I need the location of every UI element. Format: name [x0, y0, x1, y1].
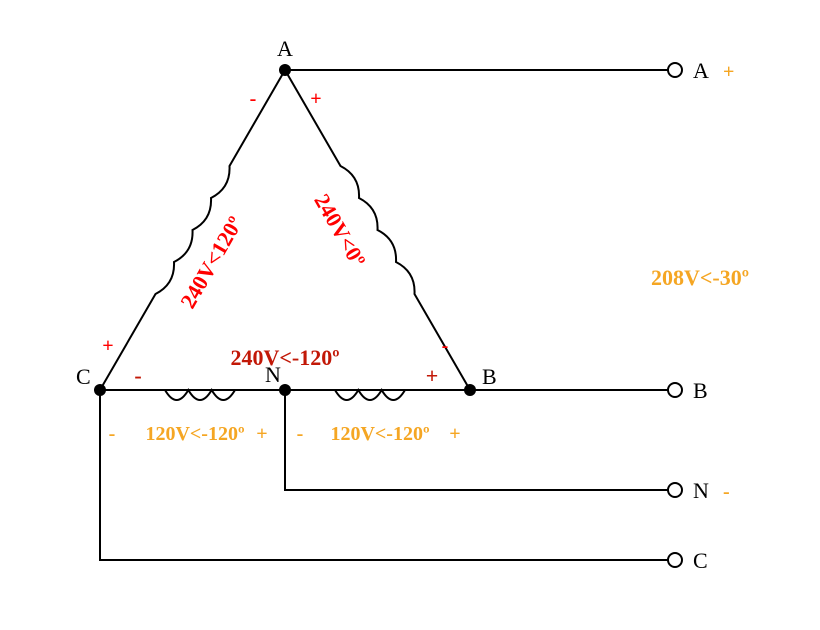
node-b-dot [464, 384, 476, 396]
winding-bc-coil [335, 390, 405, 400]
label-ab-voltage: 240V<0º [309, 190, 371, 272]
node-a-dot [279, 64, 291, 76]
node-c-dot [94, 384, 106, 396]
polarity-C_plus: + [102, 335, 113, 357]
nb-plus: + [449, 423, 460, 445]
label-nb-voltage: 120V<-120º [330, 423, 430, 445]
cn-minus: - [109, 423, 116, 445]
terminal-a-label: A [693, 58, 709, 83]
label-output-voltage: 208V<-30º [651, 265, 749, 290]
terminal-c-label: C [693, 548, 708, 573]
wire-c-out [100, 390, 675, 560]
node-c-label: C [76, 364, 91, 389]
terminal-a-polarity: + [723, 61, 734, 83]
node-b-label: B [482, 364, 497, 389]
winding-bc-coil [165, 390, 235, 400]
terminal-b-ring [668, 383, 682, 397]
nb-minus: - [297, 423, 304, 445]
terminal-n-polarity: - [723, 481, 730, 503]
polarity-B_minus: - [442, 335, 449, 357]
label-ca-voltage: 240V<120º [175, 212, 248, 313]
cn-plus: + [256, 423, 267, 445]
terminal-n-ring [668, 483, 682, 497]
terminal-b-label: B [693, 378, 708, 403]
terminal-n-label: N [693, 478, 709, 503]
polarity-C_minus: - [134, 363, 141, 388]
polarity-A_minus: - [250, 88, 257, 110]
terminal-a-ring [668, 63, 682, 77]
label-cn-voltage: 120V<-120º [145, 423, 245, 445]
terminal-c-ring [668, 553, 682, 567]
polarity-A_plus: + [310, 88, 321, 110]
delta-high-leg-diagram: ABCNA+BN-C240V<120º240V<0º240V<-120º-120… [0, 0, 820, 630]
winding-ca [100, 70, 285, 390]
node-a-label: A [277, 36, 293, 61]
polarity-B_plus: + [426, 363, 439, 388]
label-bc-voltage: 240V<-120º [230, 345, 339, 370]
